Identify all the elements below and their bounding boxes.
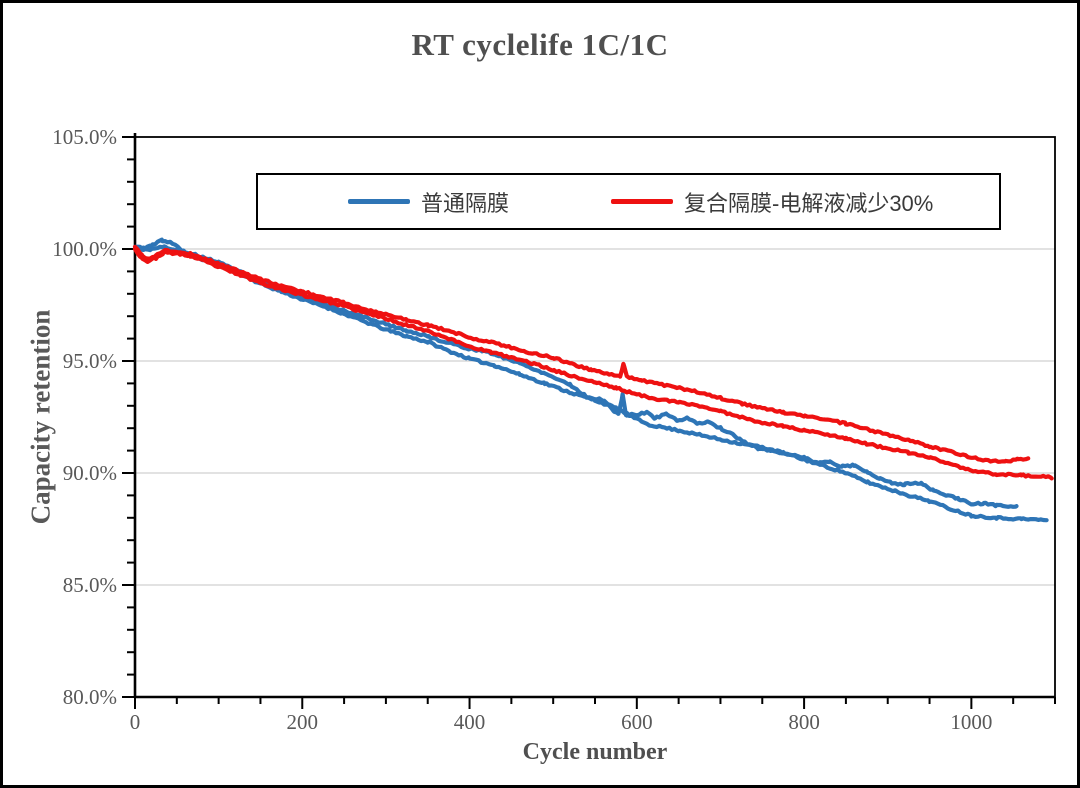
x-tick-label: 0 [130,710,141,734]
y-tick-label: 95.0% [63,349,117,373]
legend-label: 复合隔膜-电解液减少30% [684,190,934,216]
x-tick-label: 200 [287,710,319,734]
trace-red-2 [132,246,1054,481]
chart-title: RT cyclelife 1C/1C [411,27,669,62]
y-tick-label: 90.0% [63,461,117,485]
x-axis-title: Cycle number [522,739,668,765]
blue-line-swatch [348,199,410,204]
y-axis-title: Capacity retention [25,309,56,525]
x-tick-label: 800 [788,710,820,734]
x-tick-label: 400 [454,710,486,734]
legend-entry-composite-separator: 复合隔膜-电解液减少30% [611,175,933,228]
trace-red-1 [132,244,1031,464]
y-tick-label: 80.0% [63,685,117,709]
y-tick-label: 105.0% [52,125,117,149]
y-tick-label: 85.0% [63,573,117,597]
y-tick-label: 100.0% [52,237,117,261]
red-line-swatch [611,199,673,204]
x-tick-label: 600 [621,710,653,734]
legend-entry-ordinary-separator: 普通隔膜 [348,175,509,228]
legend-label: 普通隔膜 [421,190,510,216]
x-tick-label: 1000 [950,710,992,734]
plot-area: 105.0% 100.0% 95.0% 90.0% 85.0% 80.0% 0 200 400 6… [52,125,1056,734]
legend: 普通隔膜 复合隔膜-电解液减少30% [256,173,1001,230]
